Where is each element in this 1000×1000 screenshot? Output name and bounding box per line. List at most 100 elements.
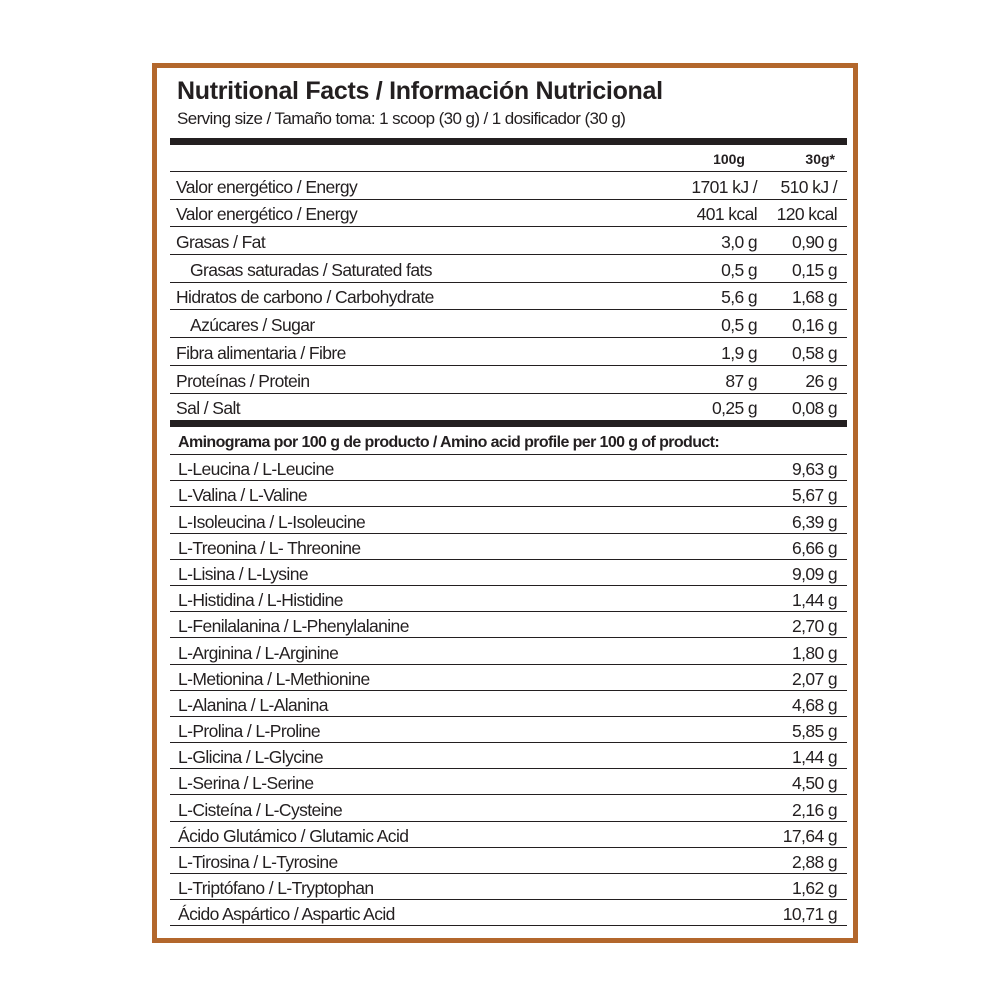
amino-value: 9,09 g bbox=[791, 563, 838, 584]
amino-row: L-Alanina / L-Alanina 4,68 g bbox=[170, 691, 847, 717]
amino-label: L-Lisina / L-Lysine bbox=[178, 563, 309, 584]
value-per-serving: 0,16 g bbox=[791, 315, 838, 336]
amino-value: 4,68 g bbox=[791, 694, 838, 715]
amino-row: L-Valina / L-Valine 5,67 g bbox=[170, 481, 847, 508]
amino-label: L-Metionina / L-Methionine bbox=[178, 668, 370, 689]
nutrient-label: Valor energético / Energy bbox=[176, 176, 358, 197]
amino-row: L-Treonina / L- Threonine 6,66 g bbox=[170, 534, 847, 560]
nutrient-row: Fibra alimentaria / Fibre 1,9 g 0,58 g bbox=[170, 338, 847, 366]
value-per-serving: 510 kJ / bbox=[780, 176, 838, 197]
amino-table: Aminograma por 100 g de producto / Amino… bbox=[170, 430, 847, 927]
nutrient-label: Grasas / Fat bbox=[176, 232, 266, 253]
amino-value: 6,66 g bbox=[791, 537, 838, 558]
nutrient-row: Sal / Salt 0,25 g 0,08 g bbox=[170, 394, 847, 422]
amino-label: L-Glicina / L-Glycine bbox=[178, 747, 324, 768]
amino-label: Ácido Glutámico / Glutamic Acid bbox=[178, 825, 409, 846]
amino-value: 4,50 g bbox=[791, 773, 838, 794]
value-per-serving: 0,15 g bbox=[791, 259, 838, 280]
label-title: Nutritional Facts / Información Nutricio… bbox=[177, 77, 663, 105]
amino-value: 5,67 g bbox=[791, 485, 838, 506]
amino-label: L-Prolina / L-Proline bbox=[178, 721, 321, 742]
amino-label: L-Arginina / L-Arginine bbox=[178, 642, 339, 663]
amino-label: L-Treonina / L- Threonine bbox=[178, 537, 361, 558]
value-per-serving: 0,08 g bbox=[791, 398, 838, 419]
value-per-100g: 5,6 g bbox=[721, 287, 758, 308]
amino-value: 1,62 g bbox=[791, 878, 838, 899]
amino-row: L-Triptófano / L-Tryptophan 1,62 g bbox=[170, 874, 847, 901]
value-per-100g: 1701 kJ / bbox=[691, 176, 757, 197]
nutrient-label: Valor energético / Energy bbox=[176, 204, 358, 225]
amino-row: L-Prolina / L-Proline 5,85 g bbox=[170, 717, 847, 744]
amino-label: L-Isoleucina / L-Isoleucine bbox=[178, 511, 366, 532]
nutrient-label: Azúcares / Sugar bbox=[190, 315, 315, 336]
column-per-serving: 30g* bbox=[805, 151, 835, 167]
amino-row: Ácido Aspártico / Aspartic Acid 10,71 g bbox=[170, 900, 847, 927]
amino-value: 2,07 g bbox=[791, 668, 838, 689]
value-per-serving: 1,68 g bbox=[791, 287, 838, 308]
value-per-serving: 0,58 g bbox=[791, 342, 838, 363]
amino-label: L-Histidina / L-Histidine bbox=[178, 590, 344, 611]
nutrient-row: Valor energético / Energy 401 kcal 120 k… bbox=[170, 200, 847, 228]
column-headers: 100g 30g* bbox=[170, 148, 847, 170]
amino-row: L-Serina / L-Serine 4,50 g bbox=[170, 769, 847, 796]
amino-value: 17,64 g bbox=[782, 825, 838, 846]
value-per-100g: 87 g bbox=[725, 370, 757, 391]
amino-label: L-Alanina / L-Alanina bbox=[178, 694, 328, 715]
value-per-100g: 1,9 g bbox=[721, 342, 758, 363]
nutrient-label: Sal / Salt bbox=[176, 398, 241, 419]
divider-bar bbox=[170, 138, 847, 145]
amino-row: L-Histidina / L-Histidine 1,44 g bbox=[170, 586, 847, 613]
amino-label: L-Serina / L-Serine bbox=[178, 773, 314, 794]
amino-header: Aminograma por 100 g de producto / Amino… bbox=[170, 430, 847, 455]
amino-label: L-Triptófano / L-Tryptophan bbox=[178, 878, 374, 899]
amino-value: 2,70 g bbox=[791, 616, 838, 637]
nutrient-label: Grasas saturadas / Saturated fats bbox=[190, 259, 432, 280]
amino-value: 1,44 g bbox=[791, 590, 838, 611]
column-per-100g: 100g bbox=[713, 151, 745, 167]
serving-size: Serving size / Tamaño toma: 1 scoop (30 … bbox=[177, 109, 626, 128]
nutrient-label: Proteínas / Protein bbox=[176, 370, 310, 391]
value-per-100g: 0,5 g bbox=[721, 259, 758, 280]
amino-row: L-Leucina / L-Leucine 9,63 g bbox=[170, 455, 847, 482]
amino-row: L-Metionina / L-Methionine 2,07 g bbox=[170, 665, 847, 691]
amino-label: L-Leucina / L-Leucine bbox=[178, 459, 334, 480]
amino-row: L-Glicina / L-Glycine 1,44 g bbox=[170, 743, 847, 770]
nutrient-label: Fibra alimentaria / Fibre bbox=[176, 342, 346, 363]
amino-label: L-Tirosina / L-Tyrosine bbox=[178, 852, 338, 872]
nutrient-row: Hidratos de carbono / Carbohydrate 5,6 g… bbox=[170, 283, 847, 311]
nutrient-table: Valor energético / Energy 1701 kJ / 510 … bbox=[170, 171, 847, 422]
amino-value: 2,16 g bbox=[791, 799, 838, 820]
value-per-100g: 0,25 g bbox=[711, 398, 758, 419]
nutrient-row: Azúcares / Sugar 0,5 g 0,16 g bbox=[170, 310, 847, 339]
value-per-100g: 401 kcal bbox=[696, 204, 758, 225]
amino-value: 5,85 g bbox=[791, 721, 838, 742]
nutrient-row: Valor energético / Energy 1701 kJ / 510 … bbox=[170, 172, 847, 200]
value-per-serving: 120 kcal bbox=[776, 204, 838, 225]
amino-row: Ácido Glutámico / Glutamic Acid 17,64 g bbox=[170, 822, 847, 848]
amino-label: L-Valina / L-Valine bbox=[178, 485, 308, 506]
amino-value: 1,80 g bbox=[791, 642, 838, 663]
nutrition-label: Nutritional Facts / Información Nutricio… bbox=[152, 63, 858, 943]
value-per-100g: 3,0 g bbox=[721, 232, 758, 253]
amino-value: 10,71 g bbox=[782, 904, 838, 925]
nutrient-row: Grasas / Fat 3,0 g 0,90 g bbox=[170, 227, 847, 256]
divider-bar bbox=[170, 420, 847, 427]
amino-row: L-Fenilalanina / L-Phenylalanine 2,70 g bbox=[170, 612, 847, 639]
amino-value: 2,88 g bbox=[791, 852, 838, 872]
amino-label: L-Cisteína / L-Cysteine bbox=[178, 799, 343, 820]
amino-label: Ácido Aspártico / Aspartic Acid bbox=[178, 904, 395, 925]
value-per-100g: 0,5 g bbox=[721, 315, 758, 336]
amino-value: 6,39 g bbox=[791, 511, 838, 532]
nutrient-row: Grasas saturadas / Saturated fats 0,5 g … bbox=[170, 255, 847, 283]
amino-row: L-Isoleucina / L-Isoleucine 6,39 g bbox=[170, 507, 847, 534]
amino-value: 1,44 g bbox=[791, 747, 838, 768]
amino-row: L-Cisteína / L-Cysteine 2,16 g bbox=[170, 795, 847, 822]
amino-row: L-Lisina / L-Lysine 9,09 g bbox=[170, 560, 847, 586]
amino-row: L-Tirosina / L-Tyrosine 2,88 g bbox=[170, 848, 847, 874]
value-per-serving: 0,90 g bbox=[791, 232, 838, 253]
amino-value: 9,63 g bbox=[791, 459, 838, 480]
amino-row: L-Arginina / L-Arginine 1,80 g bbox=[170, 638, 847, 665]
nutrient-row: Proteínas / Protein 87 g 26 g bbox=[170, 366, 847, 394]
nutrient-label: Hidratos de carbono / Carbohydrate bbox=[176, 287, 434, 308]
value-per-serving: 26 g bbox=[805, 370, 837, 391]
